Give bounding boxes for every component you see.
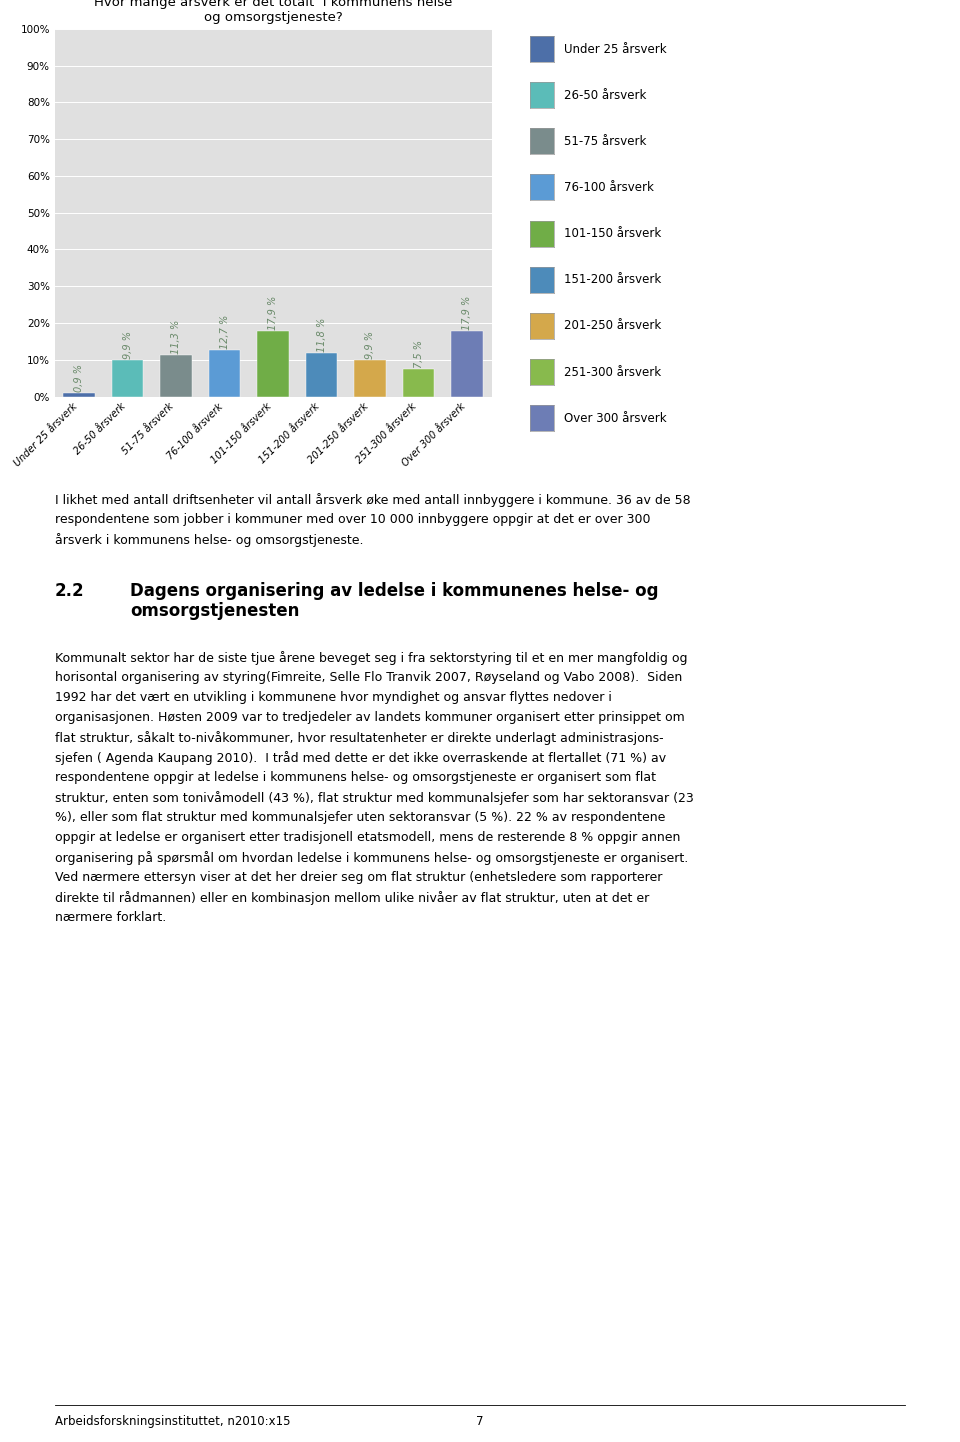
Title: Hvor mange årsverk er det totalt  i kommunens helse
og omsorgstjeneste?: Hvor mange årsverk er det totalt i kommu… bbox=[94, 0, 452, 23]
Text: årsverk i kommunens helse- og omsorgstjeneste.: årsverk i kommunens helse- og omsorgstje… bbox=[55, 534, 364, 547]
Text: Arbeidsforskningsinstituttet, n2010:x15: Arbeidsforskningsinstituttet, n2010:x15 bbox=[55, 1415, 291, 1428]
Text: 0,9 %: 0,9 % bbox=[74, 365, 84, 392]
Text: 9,9 %: 9,9 % bbox=[123, 332, 132, 359]
Text: 11,3 %: 11,3 % bbox=[171, 320, 181, 353]
Bar bbox=[306, 353, 337, 397]
Bar bbox=[451, 330, 483, 397]
Text: 26-50 årsverk: 26-50 årsverk bbox=[564, 88, 646, 102]
Text: struktur, enten som tonivåmodell (43 %), flat struktur med kommunalsjefer som ha: struktur, enten som tonivåmodell (43 %),… bbox=[55, 792, 694, 805]
Text: 17,9 %: 17,9 % bbox=[463, 296, 472, 330]
Text: horisontal organisering av styring(Fimreite, Selle Flo Tranvik 2007, Røyseland o: horisontal organisering av styring(Fimre… bbox=[55, 671, 683, 684]
Text: 151-200 årsverk: 151-200 årsverk bbox=[564, 273, 660, 287]
Bar bbox=[111, 360, 143, 397]
Text: 9,9 %: 9,9 % bbox=[365, 332, 375, 359]
Text: nærmere forklart.: nærmere forklart. bbox=[55, 911, 166, 924]
Bar bbox=[160, 355, 192, 397]
Text: 201-250 årsverk: 201-250 årsverk bbox=[564, 319, 660, 333]
Text: 101-150 årsverk: 101-150 årsverk bbox=[564, 226, 660, 241]
Text: 7: 7 bbox=[476, 1415, 484, 1428]
Text: Dagens organisering av ledelse i kommunenes helse- og: Dagens organisering av ledelse i kommune… bbox=[130, 583, 659, 600]
Text: Over 300 årsverk: Over 300 årsverk bbox=[564, 411, 666, 425]
Bar bbox=[403, 369, 435, 397]
Text: 12,7 %: 12,7 % bbox=[220, 314, 229, 349]
Bar bbox=[257, 330, 289, 397]
Text: omsorgstjenesten: omsorgstjenesten bbox=[130, 601, 300, 620]
Text: sjefen ( Agenda Kaupang 2010).  I tråd med dette er det ikke overraskende at fle: sjefen ( Agenda Kaupang 2010). I tråd me… bbox=[55, 751, 666, 764]
Text: 51-75 årsverk: 51-75 årsverk bbox=[564, 134, 646, 149]
Text: 76-100 årsverk: 76-100 årsverk bbox=[564, 180, 654, 195]
Text: respondentene oppgir at ledelse i kommunens helse- og omsorgstjeneste er organis: respondentene oppgir at ledelse i kommun… bbox=[55, 771, 656, 784]
Text: 7,5 %: 7,5 % bbox=[414, 340, 423, 368]
Text: Kommunalt sektor har de siste tjue årene beveget seg i fra sektorstyring til et : Kommunalt sektor har de siste tjue årene… bbox=[55, 650, 687, 665]
Text: 251-300 årsverk: 251-300 årsverk bbox=[564, 365, 660, 379]
Bar bbox=[354, 360, 386, 397]
Text: Ved nærmere ettersyn viser at det her dreier seg om flat struktur (enhetsledere : Ved nærmere ettersyn viser at det her dr… bbox=[55, 871, 662, 884]
Text: organisasjonen. Høsten 2009 var to tredjedeler av landets kommuner organisert et: organisasjonen. Høsten 2009 var to tredj… bbox=[55, 711, 684, 724]
Text: 1992 har det vært en utvikling i kommunene hvor myndighet og ansvar flyttes nedo: 1992 har det vært en utvikling i kommune… bbox=[55, 691, 612, 704]
Text: respondentene som jobber i kommuner med over 10 000 innbyggere oppgir at det er : respondentene som jobber i kommuner med … bbox=[55, 513, 651, 526]
Text: direkte til rådmannen) eller en kombinasjon mellom ulike nivåer av flat struktur: direkte til rådmannen) eller en kombinas… bbox=[55, 891, 649, 906]
Bar bbox=[63, 394, 95, 397]
Text: I likhet med antall driftsenheter vil antall årsverk øke med antall innbyggere i: I likhet med antall driftsenheter vil an… bbox=[55, 493, 690, 508]
Text: oppgir at ledelse er organisert etter tradisjonell etatsmodell, mens de resteren: oppgir at ledelse er organisert etter tr… bbox=[55, 831, 681, 844]
Text: flat struktur, såkalt to-nivåkommuner, hvor resultatenheter er direkte underlagt: flat struktur, såkalt to-nivåkommuner, h… bbox=[55, 731, 663, 746]
Text: organisering på spørsmål om hvordan ledelse i kommunens helse- og omsorgstjenest: organisering på spørsmål om hvordan lede… bbox=[55, 851, 688, 865]
Text: 17,9 %: 17,9 % bbox=[268, 296, 278, 330]
Text: 11,8 %: 11,8 % bbox=[317, 317, 326, 352]
Text: 2.2: 2.2 bbox=[55, 583, 84, 600]
Text: Under 25 årsverk: Under 25 årsverk bbox=[564, 42, 666, 56]
Bar bbox=[209, 350, 240, 397]
Text: %), eller som flat struktur med kommunalsjefer uten sektoransvar (5 %). 22 % av : %), eller som flat struktur med kommunal… bbox=[55, 810, 665, 823]
